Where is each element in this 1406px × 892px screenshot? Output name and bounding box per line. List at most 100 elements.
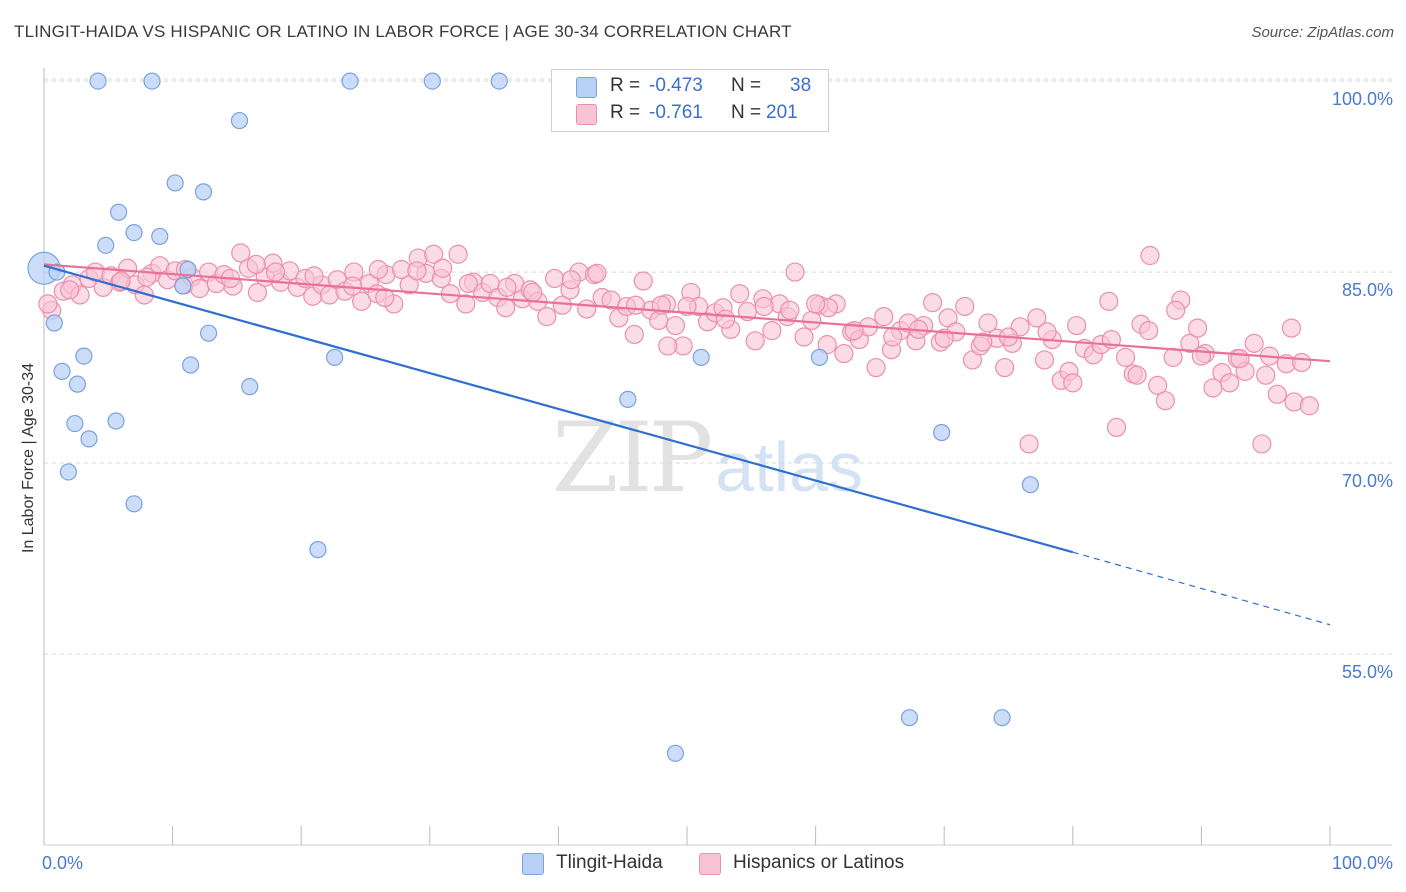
legend-label-tlingit: Tlingit-Haida bbox=[556, 852, 663, 873]
tlingit-point bbox=[666, 744, 685, 762]
tlingit-point bbox=[45, 314, 63, 332]
hispanic-point bbox=[577, 299, 597, 319]
hispanic-point bbox=[1281, 318, 1302, 338]
tlingit-point bbox=[490, 72, 508, 90]
hispanic-point bbox=[1140, 245, 1160, 266]
legend-n-value: 38 bbox=[790, 75, 812, 96]
tlingit-point bbox=[692, 348, 710, 366]
hispanic-point bbox=[1292, 352, 1312, 373]
tlingit-point bbox=[66, 414, 84, 433]
hispanic-point bbox=[624, 324, 644, 345]
tlingit-point bbox=[423, 72, 441, 90]
legend-r-label: R = bbox=[610, 75, 641, 96]
hispanic-point bbox=[633, 271, 653, 291]
hispanic-point bbox=[1180, 333, 1200, 353]
hispanic-point bbox=[1155, 391, 1175, 411]
tlingit-point bbox=[993, 709, 1011, 727]
hispanic-point bbox=[1139, 321, 1159, 341]
hispanic-point bbox=[343, 276, 363, 296]
hispanic-point bbox=[1127, 365, 1147, 385]
chart-source: Source: ZipAtlas.com bbox=[1251, 24, 1394, 41]
hispanic-point bbox=[231, 243, 251, 263]
hispanic-point bbox=[1037, 322, 1057, 342]
tlingit-point bbox=[125, 224, 143, 242]
hispanic-trend-line bbox=[43, 263, 1331, 363]
hispanic-point bbox=[762, 321, 782, 341]
legend-label-hispanic: Hispanics or Latinos bbox=[733, 852, 905, 873]
tick-labels-layer: 100.0% 85.0% 70.0% 55.0% 0.0% 100.0% bbox=[42, 89, 1393, 873]
hispanic-point bbox=[794, 327, 814, 347]
hispanic-point bbox=[1252, 434, 1272, 454]
x-tick-label-min: 0.0% bbox=[42, 853, 83, 873]
legend-swatch-hispanic bbox=[699, 853, 721, 875]
legend-swatch-tlingit bbox=[576, 77, 597, 98]
hispanic-point bbox=[456, 294, 476, 314]
tlingit-point bbox=[143, 72, 161, 90]
hispanic-point bbox=[805, 294, 826, 314]
hispanic-point bbox=[537, 307, 557, 327]
hispanic-point bbox=[1166, 300, 1186, 320]
hispanic-point bbox=[1106, 417, 1127, 437]
tlingit-point bbox=[619, 390, 637, 408]
hispanic-points-layer bbox=[38, 243, 1320, 454]
y-tick-label: 70.0% bbox=[1342, 471, 1393, 491]
hispanic-point bbox=[754, 296, 774, 317]
tlingit-point bbox=[53, 362, 71, 380]
hispanic-point bbox=[1187, 318, 1208, 338]
tlingit-point bbox=[1021, 476, 1039, 494]
y-tick-label: 100.0% bbox=[1332, 89, 1393, 109]
hispanic-point bbox=[561, 270, 581, 290]
legend-n-label: N = bbox=[731, 102, 762, 123]
axis-layer bbox=[43, 68, 1392, 846]
tlingit-point bbox=[80, 430, 98, 448]
hispanic-point bbox=[1244, 333, 1264, 353]
hispanic-point bbox=[448, 244, 468, 264]
hispanic-point bbox=[866, 357, 886, 378]
trend-lines-layer bbox=[43, 263, 1331, 626]
hispanic-point bbox=[978, 313, 998, 333]
tlingit-point bbox=[109, 203, 128, 221]
correlation-legend: R = -0.473 N = 38 R = -0.761 N = 201 bbox=[551, 69, 829, 132]
series-legend: Tlingit-Haida Hispanics or Latinos bbox=[0, 850, 1406, 878]
hispanic-point bbox=[665, 315, 686, 336]
hispanic-point bbox=[785, 262, 805, 282]
hispanic-point bbox=[625, 295, 646, 315]
hispanic-point bbox=[730, 284, 750, 304]
hispanic-point bbox=[190, 279, 210, 299]
tlingit-point bbox=[341, 72, 359, 90]
tlingit-point bbox=[166, 174, 184, 192]
hispanic-point bbox=[246, 254, 266, 275]
hispanic-point bbox=[923, 293, 943, 313]
hispanic-point bbox=[1256, 365, 1276, 385]
hispanic-point bbox=[1191, 346, 1212, 366]
tlingit-point bbox=[194, 183, 213, 201]
hispanic-point bbox=[265, 262, 286, 282]
hispanic-point bbox=[496, 298, 516, 318]
hispanic-point bbox=[874, 307, 894, 327]
hispanic-point bbox=[955, 296, 975, 317]
tlingit-point bbox=[75, 347, 93, 365]
tlingit-point bbox=[97, 236, 115, 254]
hispanic-point bbox=[587, 263, 607, 283]
hispanic-point bbox=[883, 327, 903, 347]
tlingit-points-layer bbox=[27, 72, 1039, 762]
legend-r-label: R = bbox=[610, 102, 641, 123]
hispanic-point bbox=[1220, 373, 1240, 393]
tlingit-point bbox=[89, 72, 107, 90]
hispanic-point bbox=[834, 343, 854, 364]
hispanic-point bbox=[1099, 291, 1119, 311]
hispanic-point bbox=[368, 259, 388, 280]
tlingit-point bbox=[179, 260, 197, 279]
hispanic-point bbox=[1148, 375, 1168, 395]
hispanic-point bbox=[38, 294, 58, 314]
tlingit-trend-extension bbox=[1072, 551, 1331, 626]
hispanic-point bbox=[424, 244, 444, 264]
tlingit-point bbox=[151, 227, 169, 246]
hispanic-point bbox=[745, 331, 765, 351]
tlingit-point bbox=[309, 541, 327, 559]
tlingit-point bbox=[200, 324, 218, 342]
hispanic-point bbox=[60, 280, 80, 300]
tlingit-trend-line bbox=[43, 264, 1074, 554]
y-tick-label: 55.0% bbox=[1342, 662, 1393, 682]
tlingit-point bbox=[59, 463, 78, 481]
